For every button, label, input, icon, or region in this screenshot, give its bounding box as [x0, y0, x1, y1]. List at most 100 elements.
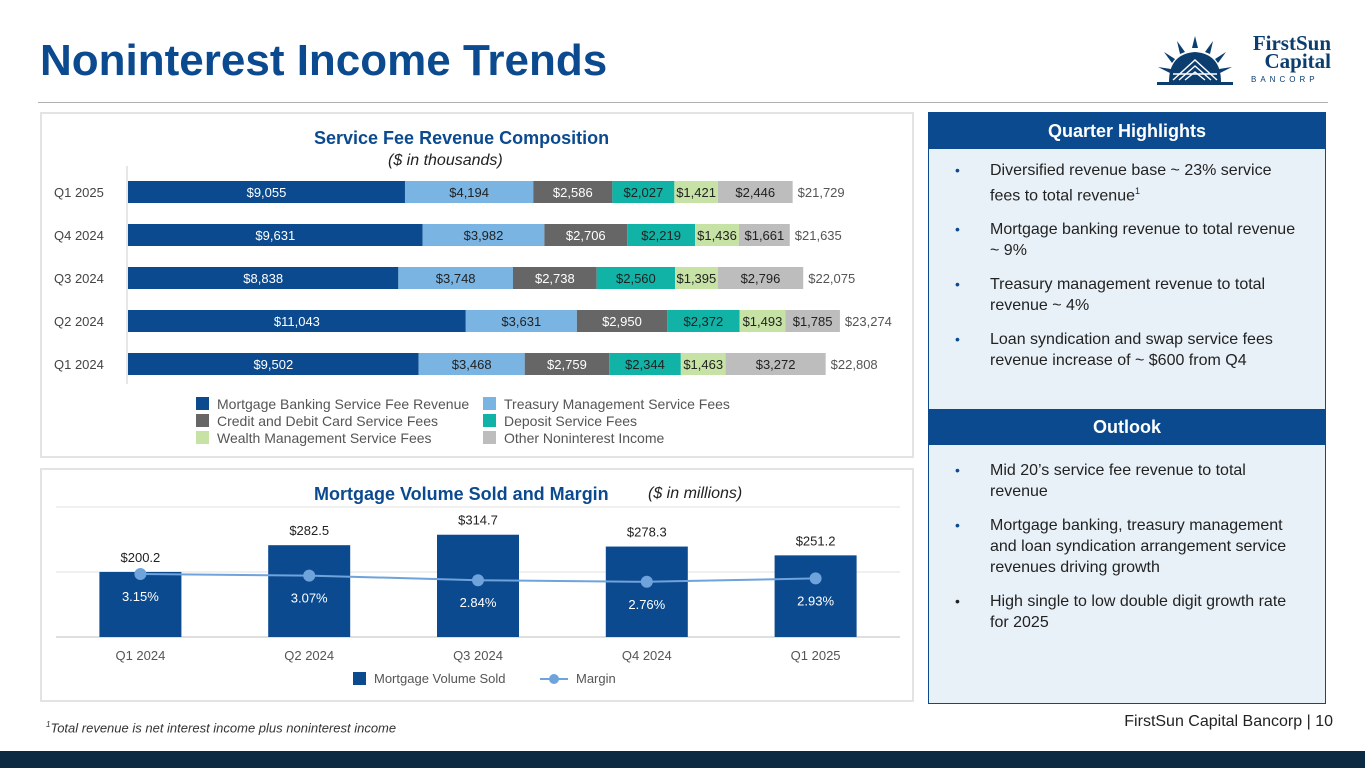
outlook-item: • Mid 20’s service fee revenue to total r… [955, 462, 1246, 500]
bar-segment-wealth [739, 310, 786, 332]
bullet-icon: • [955, 517, 960, 533]
data-label: $1,661 [744, 228, 784, 243]
bar-segment-treasury [398, 267, 513, 289]
total-label: $21,729 [798, 185, 845, 200]
bar-segment-deposit [609, 353, 681, 375]
bar-segment-other [725, 353, 826, 375]
data-label: $3,468 [452, 357, 492, 372]
footer-company: FirstSun Capital Bancorp | 10 [1124, 713, 1333, 730]
total-label: $22,075 [808, 271, 855, 286]
bullet-icon: • [955, 221, 960, 238]
data-label: $2,738 [535, 271, 575, 286]
category-label: Q3 2024 [54, 271, 104, 286]
volume-label: $282.5 [289, 523, 329, 538]
data-label: $1,436 [697, 228, 737, 243]
bar-segment-treasury [418, 353, 525, 375]
legend-swatch [483, 414, 496, 427]
category-label: Q2 2024 [54, 314, 104, 329]
data-label: $2,706 [566, 228, 606, 243]
total-label: $22,808 [831, 357, 878, 372]
bar-segment-mortgage [128, 224, 423, 246]
margin-label: 3.07% [291, 591, 328, 606]
volume-bar [268, 545, 351, 637]
legend-label: Mortgage Banking Service Fee Revenue [217, 396, 470, 412]
legend-label: Wealth Management Service Fees [217, 430, 432, 446]
outlook-header: Outlook [929, 409, 1325, 445]
data-label: $9,055 [247, 185, 287, 200]
data-label: $3,748 [436, 271, 476, 286]
data-label: $1,463 [683, 357, 723, 372]
bar-segment-card [544, 224, 628, 246]
data-label: $1,421 [676, 185, 716, 200]
bar-segment-wealth [695, 224, 739, 246]
highlight-item: • Diversified revenue base ~ 23% service … [955, 162, 1272, 205]
data-label: $1,785 [793, 314, 833, 329]
volume-label: $314.7 [458, 513, 498, 528]
bar-segment-deposit [596, 267, 676, 289]
page-number: 10 [1315, 713, 1333, 730]
bullet-icon: • [955, 276, 960, 293]
highlights-list: • Diversified revenue base ~ 23% service … [955, 160, 1305, 384]
data-label: $2,759 [547, 357, 587, 372]
margin-label: 2.76% [628, 597, 665, 612]
highlight-item: • Loan syndication and swap service fees … [955, 331, 1273, 370]
data-label: $2,560 [616, 271, 656, 286]
bar-segment-wealth [675, 267, 718, 289]
footnote: 1Total revenue is net interest income pl… [46, 720, 397, 736]
legend-swatch [483, 397, 496, 410]
bar-segment-card [533, 181, 613, 203]
legend-swatch [483, 431, 496, 444]
company-logo: FirstSun Capital BANCORP [1155, 30, 1331, 90]
data-label: $3,272 [756, 357, 796, 372]
margin-label: 2.93% [797, 593, 834, 608]
data-label: $2,027 [623, 185, 663, 200]
margin-point [134, 568, 147, 580]
margin-label: 3.15% [122, 589, 159, 604]
legend-label: Other Noninterest Income [504, 430, 665, 446]
service-fee-chart-title: Service Fee Revenue Composition [314, 128, 610, 148]
data-label: $2,219 [641, 228, 681, 243]
highlight-item: • Mortgage banking revenue to total reven… [955, 221, 1296, 260]
footer-bar [0, 751, 1365, 768]
bullet-icon: • [955, 331, 960, 348]
data-label: $4,194 [449, 185, 489, 200]
legend-item: Treasury Management Service Fees [483, 396, 730, 412]
data-label: $3,631 [501, 314, 541, 329]
bar-segment-other [738, 224, 790, 246]
highlight-item: • Treasury management revenue to total re… [955, 276, 1266, 315]
volume-bar [99, 571, 182, 637]
bar-segment-mortgage [128, 267, 399, 289]
margin-point [472, 574, 484, 587]
data-label: $9,502 [253, 357, 293, 372]
service-fee-legend: Mortgage Banking Service Fee Revenue Trea… [196, 396, 796, 450]
service-fee-chart-subtitle: ($ in thousands) [388, 152, 503, 169]
category-label: Q2 2024 [284, 648, 334, 663]
data-label: $1,493 [743, 314, 783, 329]
data-label: $1,395 [676, 271, 716, 286]
mortgage-chart-title: Mortgage Volume Sold and Margin [314, 484, 609, 504]
bar-segment-card [576, 310, 668, 332]
category-label: Q4 2024 [622, 648, 672, 663]
bar-segment-treasury [465, 310, 577, 332]
page-title: Noninterest Income Trends [40, 36, 608, 85]
category-label: Q1 2024 [54, 357, 104, 372]
data-label: $2,950 [602, 314, 642, 329]
highlights-panel: Quarter Highlights • Diversified revenue … [928, 112, 1326, 704]
volume-label: $278.3 [627, 525, 667, 540]
volume-label: $200.2 [121, 550, 161, 565]
category-label: Q3 2024 [453, 648, 503, 663]
bullet-icon: • [955, 593, 960, 609]
legend-marker [549, 674, 559, 684]
bar-segment-wealth [680, 353, 726, 375]
bar-segment-mortgage [128, 310, 466, 332]
bar-segment-other [785, 310, 840, 332]
outlook-list: • Mid 20’s service fee revenue to total r… [955, 460, 1305, 646]
quarter-highlights-header: Quarter Highlights [929, 113, 1325, 149]
mortgage-chart-panel: Mortgage Volume Sold and Margin ($ in mi… [40, 468, 914, 702]
legend-label: Margin [576, 671, 616, 686]
legend-swatch [353, 672, 366, 685]
bar-segment-wealth [674, 181, 718, 203]
legend-label: Credit and Debit Card Service Fees [217, 413, 438, 429]
bar-segment-deposit [627, 224, 696, 246]
bullet-icon: • [955, 462, 960, 478]
